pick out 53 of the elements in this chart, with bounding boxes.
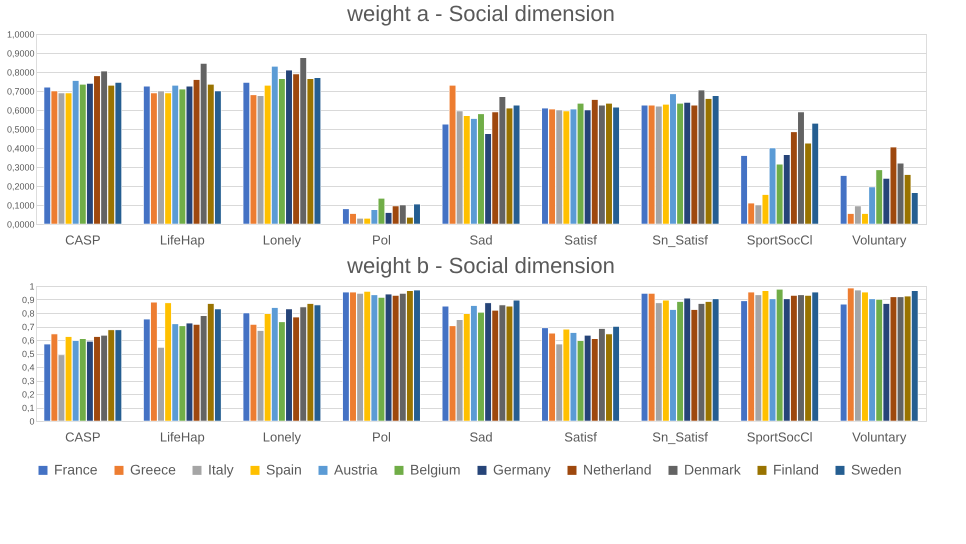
y-tick-label: 0,4000 — [6, 144, 34, 154]
y-tick-label: 1 — [29, 282, 34, 292]
y-tick-label: 0,1 — [22, 403, 34, 413]
x-tick-label: Satisf — [564, 232, 598, 248]
y-tick-label: 0,7000 — [6, 86, 34, 96]
x-tick-label: Voluntary — [852, 430, 907, 444]
y-tick-label: 0,5 — [22, 349, 34, 359]
y-tick-label: 0,9 — [22, 295, 34, 305]
legend-label: France — [54, 461, 98, 478]
y-tick-label: 0,7 — [22, 322, 34, 332]
y-tick-label: 0,3000 — [6, 162, 34, 172]
x-tick-label: Sad — [469, 232, 493, 248]
legend-label: Finland — [773, 461, 819, 478]
y-tick-label: 0,2 — [22, 390, 34, 400]
x-tick-label: Pol — [372, 232, 391, 248]
x-tick-label: Pol — [372, 430, 391, 444]
x-tick-label: LifeHap — [160, 232, 205, 248]
x-tick-label: Sn_Satisf — [652, 232, 708, 248]
legend-label: Italy — [208, 461, 234, 478]
y-tick-label: 0,6000 — [6, 106, 34, 116]
y-tick-label: 0,2000 — [6, 182, 34, 192]
chart-title: weight a - Social dimension — [346, 1, 615, 26]
legend-label: Belgium — [410, 461, 461, 478]
y-tick-label: 0,8000 — [6, 68, 34, 78]
y-tick-label: 0,4 — [22, 362, 34, 372]
x-tick-label: Sn_Satisf — [652, 430, 708, 444]
x-tick-label: Voluntary — [852, 232, 907, 248]
y-tick-label: 0,8 — [22, 308, 34, 318]
x-tick-label: LifeHap — [160, 430, 205, 444]
x-tick-label: Satisf — [564, 430, 598, 444]
legend-label: Greece — [130, 461, 176, 478]
x-tick-label: SportSocCl — [746, 430, 813, 444]
x-tick-label: Lonely — [262, 232, 302, 248]
y-tick-label: 0,1000 — [6, 200, 34, 210]
y-tick-label: 0,9000 — [6, 48, 34, 58]
y-tick-label: 1,0000 — [6, 30, 34, 40]
y-tick-label: 0 — [29, 416, 34, 426]
legend-label: Denmark — [684, 461, 742, 478]
y-tick-label: 0,0000 — [6, 220, 34, 230]
y-tick-label: 0,5000 — [6, 124, 34, 134]
legend-label: Austria — [334, 461, 378, 478]
x-tick-label: Lonely — [262, 430, 302, 444]
y-tick-label: 0,3 — [22, 376, 34, 386]
x-tick-label: CASP — [65, 232, 100, 248]
x-tick-label: CASP — [65, 430, 100, 444]
legend-label: Germany — [493, 461, 551, 478]
x-tick-label: Sad — [469, 430, 493, 444]
legend-label: Sweden — [851, 461, 902, 478]
legend-label: Netherland — [583, 461, 652, 478]
legend-label: Spain — [266, 461, 302, 478]
chart-title: weight b - Social dimension — [346, 253, 615, 278]
x-tick-label: SportSocCl — [746, 232, 813, 248]
y-tick-label: 0,6 — [22, 336, 34, 346]
